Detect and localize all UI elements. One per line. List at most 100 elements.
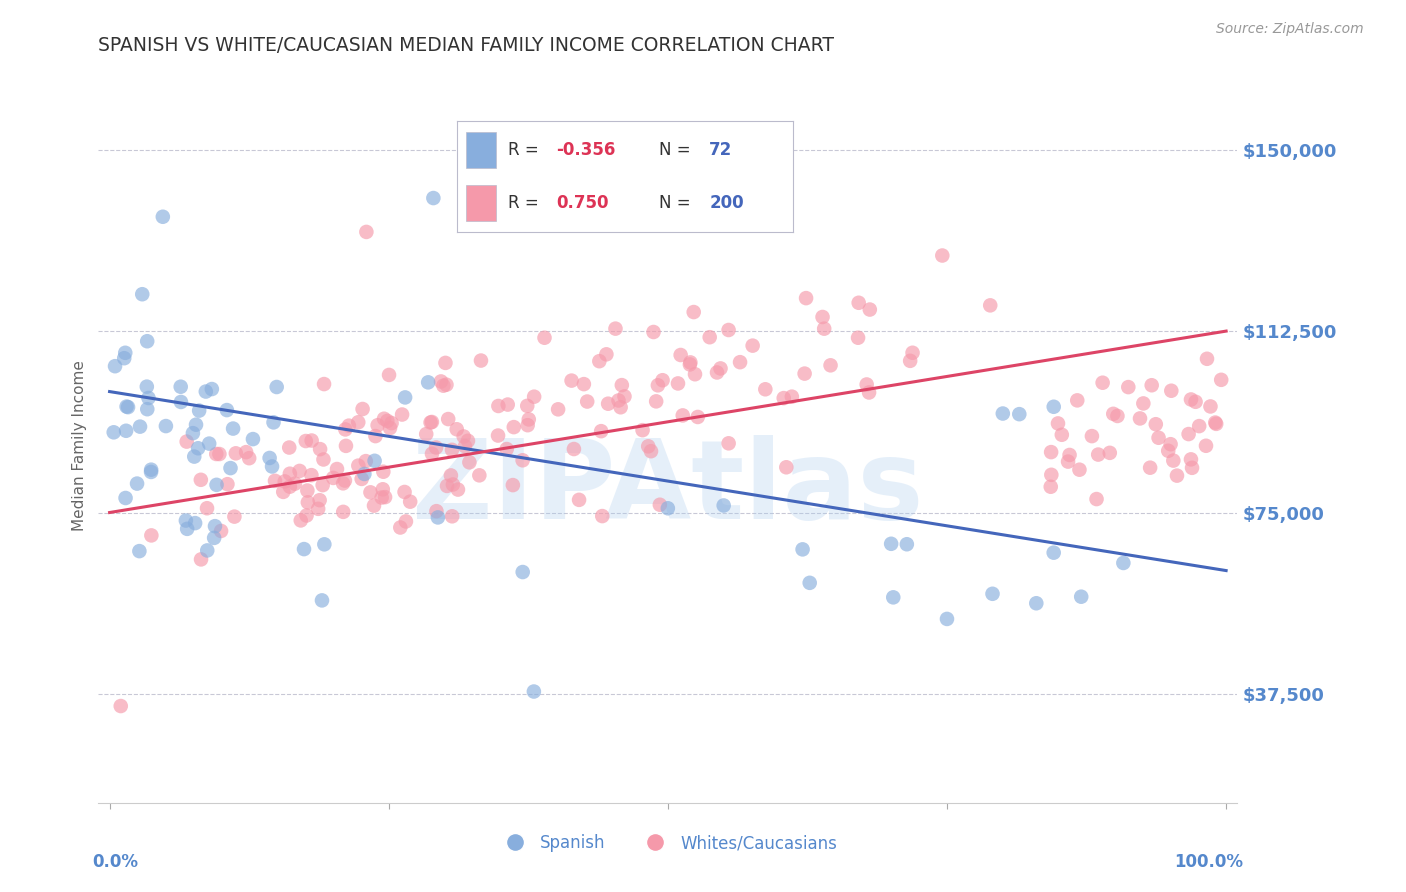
- Point: [399, 494, 422, 508]
- Point: [152, 210, 174, 224]
- Point: [1163, 453, 1185, 467]
- Point: [115, 424, 138, 438]
- Point: [1211, 373, 1233, 387]
- Legend: Spanish, Whites/Caucasians: Spanish, Whites/Caucasians: [492, 828, 844, 859]
- Point: [194, 384, 217, 399]
- Point: [679, 355, 702, 369]
- Point: [301, 434, 323, 448]
- Point: [1204, 416, 1226, 430]
- Point: [139, 465, 162, 479]
- Point: [312, 452, 335, 467]
- Point: [486, 399, 509, 413]
- Point: [217, 477, 239, 491]
- Point: [135, 379, 157, 393]
- Text: ZIPAtlas: ZIPAtlas: [412, 435, 924, 542]
- Point: [486, 428, 509, 442]
- Point: [495, 442, 517, 456]
- Point: [195, 543, 218, 558]
- Text: 0.0%: 0.0%: [93, 853, 139, 871]
- Point: [631, 423, 654, 437]
- Point: [367, 418, 389, 433]
- Point: [775, 460, 797, 475]
- Point: [637, 439, 659, 453]
- Point: [901, 345, 924, 359]
- Point: [114, 491, 136, 505]
- Point: [1057, 454, 1080, 468]
- Point: [754, 382, 776, 396]
- Point: [568, 492, 591, 507]
- Point: [420, 415, 443, 429]
- Point: [1140, 378, 1163, 392]
- Point: [381, 416, 404, 430]
- Point: [437, 412, 460, 426]
- Point: [1069, 463, 1091, 477]
- Point: [333, 474, 356, 488]
- Point: [799, 575, 821, 590]
- Point: [588, 354, 610, 368]
- Point: [373, 465, 395, 479]
- Point: [422, 191, 444, 205]
- Point: [125, 476, 148, 491]
- Point: [420, 447, 443, 461]
- Point: [436, 377, 458, 392]
- Point: [238, 451, 260, 466]
- Point: [1188, 419, 1211, 434]
- Point: [419, 416, 441, 430]
- Point: [263, 416, 285, 430]
- Point: [129, 419, 152, 434]
- Point: [561, 374, 583, 388]
- Point: [792, 542, 814, 557]
- Point: [1112, 556, 1135, 570]
- Point: [780, 390, 803, 404]
- Text: 100.0%: 100.0%: [1174, 853, 1243, 871]
- Point: [373, 411, 395, 425]
- Point: [1042, 400, 1064, 414]
- Point: [208, 447, 231, 461]
- Point: [311, 593, 333, 607]
- Point: [1102, 407, 1125, 421]
- Text: SPANISH VS WHITE/CAUCASIAN MEDIAN FAMILY INCOME CORRELATION CHART: SPANISH VS WHITE/CAUCASIAN MEDIAN FAMILY…: [98, 36, 834, 54]
- Point: [170, 395, 193, 409]
- Point: [454, 439, 477, 453]
- Point: [512, 453, 534, 467]
- Point: [1087, 448, 1109, 462]
- Point: [292, 542, 315, 557]
- Point: [772, 391, 794, 405]
- Point: [648, 498, 671, 512]
- Point: [242, 432, 264, 446]
- Point: [394, 485, 416, 500]
- Point: [533, 331, 555, 345]
- Point: [1199, 400, 1222, 414]
- Point: [222, 421, 245, 435]
- Point: [1116, 380, 1139, 394]
- Point: [1046, 417, 1069, 431]
- Point: [312, 377, 335, 392]
- Point: [128, 544, 150, 558]
- Point: [141, 463, 163, 477]
- Point: [235, 445, 257, 459]
- Point: [115, 400, 138, 414]
- Point: [686, 409, 709, 424]
- Point: [713, 499, 735, 513]
- Point: [936, 612, 959, 626]
- Point: [859, 302, 882, 317]
- Text: Source: ZipAtlas.com: Source: ZipAtlas.com: [1216, 22, 1364, 37]
- Point: [183, 450, 205, 464]
- Point: [858, 385, 880, 400]
- Point: [363, 499, 385, 513]
- Point: [1139, 460, 1161, 475]
- Point: [225, 446, 247, 460]
- Point: [1107, 409, 1129, 423]
- Point: [436, 479, 458, 493]
- Point: [389, 520, 412, 534]
- Point: [215, 403, 238, 417]
- Point: [1160, 384, 1182, 398]
- Point: [981, 587, 1004, 601]
- Point: [1157, 443, 1180, 458]
- Point: [672, 409, 695, 423]
- Point: [1042, 546, 1064, 560]
- Point: [562, 442, 585, 456]
- Point: [103, 425, 125, 440]
- Point: [347, 415, 370, 429]
- Y-axis label: Median Family Income: Median Family Income: [72, 360, 87, 532]
